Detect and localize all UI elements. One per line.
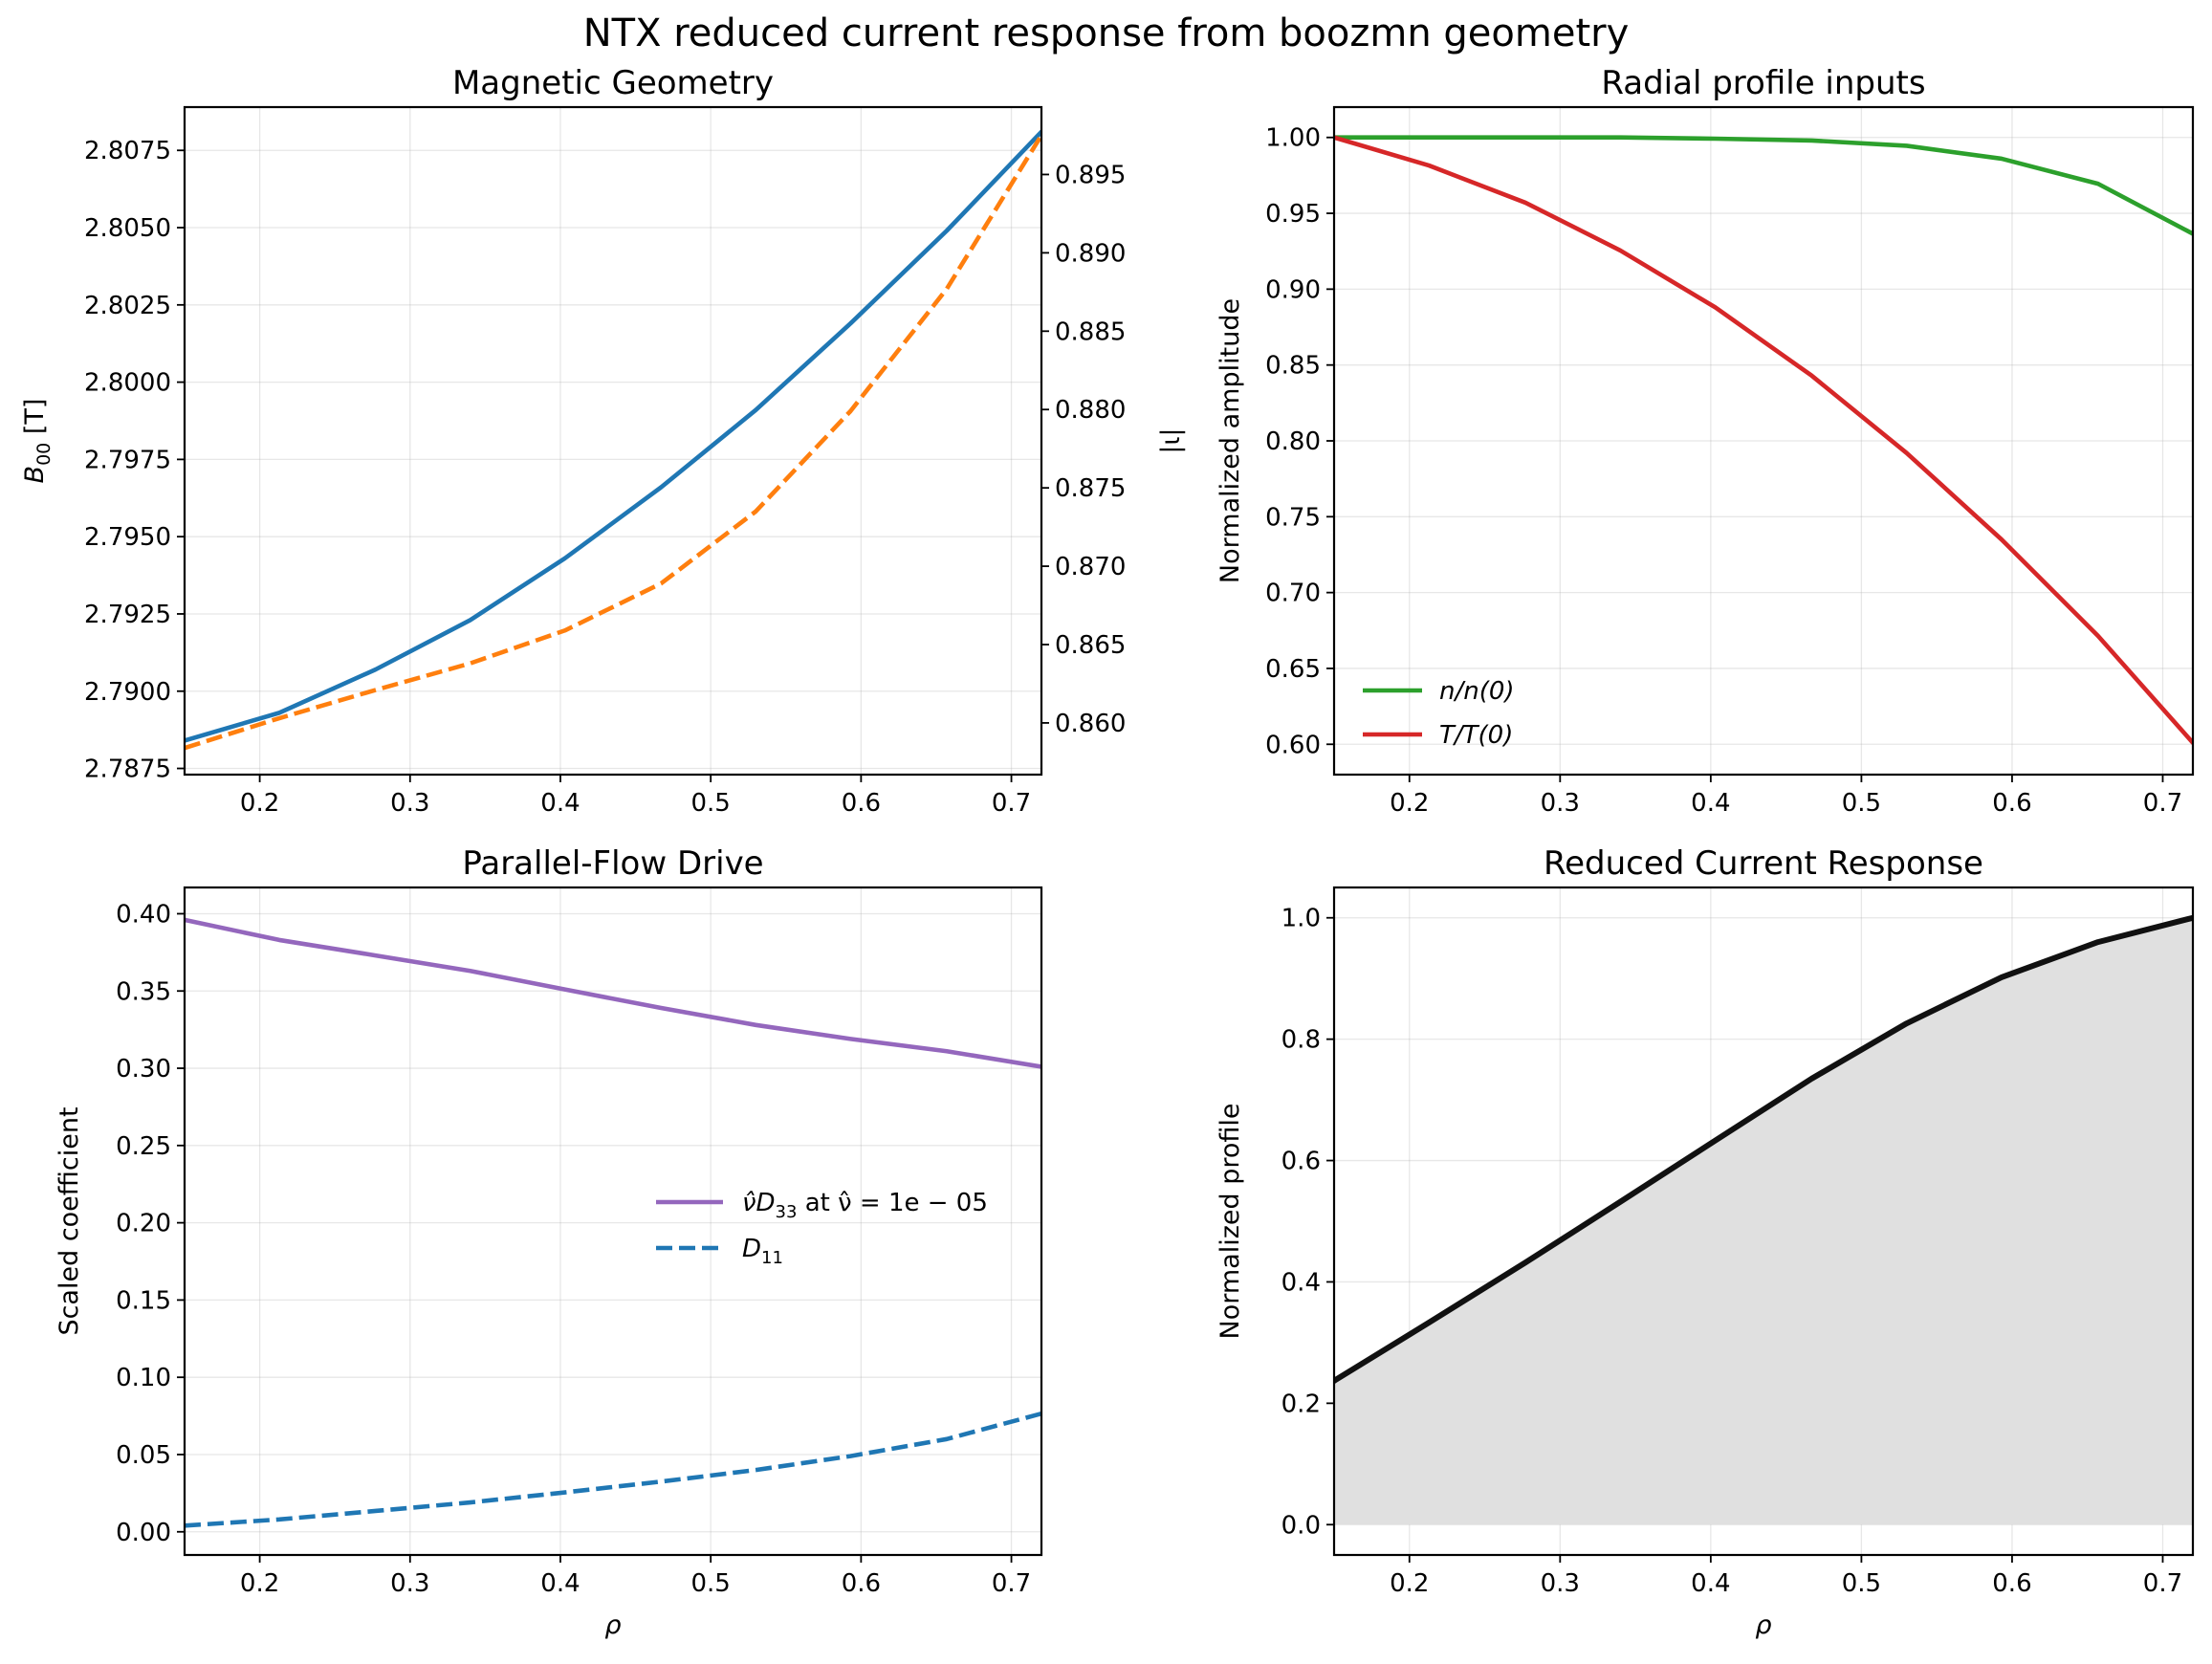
x-tick-label: 0.6 [842,789,881,818]
y-tick-label: 0.2 [1281,1390,1321,1418]
y-tick-label: 0.95 [1265,200,1321,229]
x-tick-label: 0.6 [1992,1569,2031,1598]
y-tick-label: 2.8000 [84,369,171,398]
x-tick-label: 0.7 [992,789,1031,818]
y-tick-label: 2.7925 [84,601,171,629]
y-tick-label: 0.40 [116,900,171,929]
x-axis-label: ρ [1755,1610,1771,1640]
y-tick-label: 0.05 [116,1441,171,1470]
chart-profiles: 0.2 0.3 0.4 0.5 0.6 0.7 0.60 0.65 0.70 0.75 0.80 0.… [1216,64,2195,818]
chart-geometry: 0.2 0.3 0.4 0.5 0.6 0.7 2.7875 2.7900 2.7925 2.79… [20,64,1186,818]
x-tick-label: 0.7 [2143,789,2182,818]
y-tick-label: 0.65 [1265,655,1321,684]
x-tick-label: 0.5 [1842,1569,1881,1598]
axes-frame [183,105,1043,777]
y2-tick-label: 0.875 [1055,474,1126,503]
y-tick-label: 0.60 [1265,731,1321,759]
series-line-0 [1334,135,2193,236]
y2-tick-label: 0.885 [1055,317,1126,346]
x-tick-label: 0.5 [1842,789,1881,818]
x-tick-label: 0.2 [1390,1569,1429,1598]
y-tick-label: 0.70 [1265,580,1321,608]
y-tick-label: 1.0 [1281,905,1321,933]
y-tick-label: 2.8075 [84,137,171,165]
y-tick-label: 0.75 [1265,503,1321,532]
series-line-0 [185,917,1041,1069]
x-tick-label: 0.4 [1691,1569,1730,1598]
y-tick-label: 0.35 [116,977,171,1006]
x-tick-label: 0.7 [992,1569,1031,1598]
axes-frame [183,886,1043,1557]
y-axis-label: Scaled coefficient [55,1106,84,1335]
x-tick-label: 0.6 [842,1569,881,1598]
y-tick-label: 0.8 [1281,1026,1321,1055]
y2-tick-label: 0.865 [1055,631,1126,660]
y-tick-label: 0.80 [1265,427,1321,456]
series-line-1 [185,1411,1041,1528]
chart-drive: 0.2 0.3 0.4 0.5 0.6 0.7 0.00 0.05 0.10 0.15 0.20 0.… [55,844,1043,1640]
y-tick-label: 0.15 [116,1286,171,1315]
y-tick-label: 0.00 [116,1519,171,1547]
x-tick-label: 0.3 [1541,789,1580,818]
y2-tick-label: 0.870 [1055,553,1126,581]
series-line-0 [185,129,1041,743]
y-tick-label: 2.7875 [84,755,171,784]
x-tick-label: 0.6 [1992,789,2031,818]
series-line-0 [1334,914,2193,1384]
axes-title: Magnetic Geometry [452,64,774,102]
x-tick-label: 0.3 [390,789,429,818]
x-tick-label: 0.3 [390,1569,429,1598]
y-tick-label: 0.25 [116,1132,171,1161]
figure-title: NTX reduced current response from boozmn… [582,11,1630,55]
x-tick-label: 0.5 [690,789,730,818]
x-tick-label: 0.7 [2143,1569,2182,1598]
axes-title: Radial profile inputs [1601,64,1925,102]
y-tick-label: 1.00 [1265,124,1321,153]
y-tick-label: 2.7975 [84,446,171,474]
y-tick-label: 0.10 [116,1364,171,1392]
axes-title: Parallel-Flow Drive [462,844,763,883]
legend-label: T/T(0) [1439,721,1513,750]
y-tick-label: 0.6 [1281,1148,1321,1176]
y-tick-label: 2.7950 [84,523,171,552]
y-tick-label: 0.4 [1281,1268,1321,1297]
y-tick-label: 0.0 [1281,1511,1321,1540]
y-axis-label: B00 [T] [20,399,55,484]
y2-tick-label: 0.860 [1055,710,1126,738]
area-fill [1334,917,2193,1525]
axes-frame [1332,886,2195,1557]
x-tick-label: 0.2 [240,789,279,818]
chart-response: 0.2 0.3 0.4 0.5 0.6 0.7 0.0 0.2 0.4 0.6 0.8 1.0 Redu… [1216,844,2195,1640]
x-tick-label: 0.4 [1691,789,1730,818]
x-tick-label: 0.5 [690,1569,730,1598]
x-tick-label: 0.3 [1541,1569,1580,1598]
axes-frame [1332,105,2195,777]
axes-title: Reduced Current Response [1544,844,1983,883]
y-axis-label: Normalized profile [1216,1104,1245,1340]
y-tick-label: 0.20 [116,1210,171,1238]
series-line-1 [185,134,1041,751]
x-axis-label: ρ [604,1610,621,1640]
y-tick-label: 2.8025 [84,292,171,320]
y-tick-label: 0.85 [1265,352,1321,381]
legend-label: ν̂D33 at ν̂ = 1e − 05 [742,1189,988,1222]
y2-tick-label: 0.880 [1055,396,1126,425]
y2-tick-label: 0.890 [1055,239,1126,268]
y2-tick-label: 0.895 [1055,161,1126,189]
y-tick-label: 2.7900 [84,678,171,707]
x-tick-label: 0.2 [1390,789,1429,818]
legend-label: D11 [742,1235,783,1268]
legend-label: n/n(0) [1439,677,1515,706]
y-tick-label: 0.90 [1265,275,1321,304]
x-tick-label: 0.4 [540,1569,580,1598]
y-tick-label: 2.8050 [84,214,171,243]
x-tick-label: 0.4 [540,789,580,818]
y2-axis-label: |ι| [1156,427,1186,453]
series-line-1 [1334,135,2193,745]
y-axis-label: Normalized amplitude [1216,298,1245,583]
y-tick-label: 0.30 [116,1055,171,1084]
x-tick-label: 0.2 [240,1569,279,1598]
